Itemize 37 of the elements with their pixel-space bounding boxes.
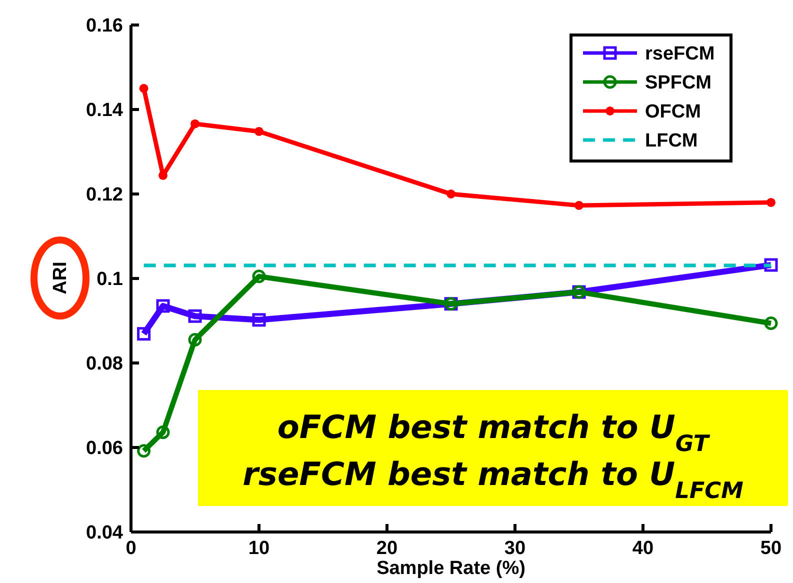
point	[764, 258, 778, 272]
legend-label: LFCM	[645, 130, 698, 152]
x-tick-label: 0	[126, 538, 136, 559]
annotation: rseFCM best match to U$_{LFCM}$	[242, 455, 744, 504]
legend-label: OFCM	[645, 102, 701, 123]
point	[188, 309, 202, 323]
point	[139, 84, 148, 93]
y-tick-label: 0.1	[96, 269, 124, 290]
y-tick-label: 0.12	[86, 184, 123, 206]
y-axis-title: ARI	[50, 262, 71, 294]
point	[254, 126, 264, 136]
point	[156, 299, 170, 313]
y-tick-label: 0.16	[86, 16, 123, 37]
annotation: oFCM best match to U$_{GT}$	[277, 408, 710, 457]
x-tick-label: 10	[248, 538, 270, 559]
x-tick-label: 50	[760, 538, 782, 559]
y-tick-label: 0.08	[86, 354, 123, 375]
legend-label: SPFCM	[645, 72, 712, 94]
point	[252, 270, 266, 284]
point	[764, 316, 778, 330]
y-tick-label: 0.04	[86, 522, 124, 544]
legend-label: rseFCM	[645, 44, 715, 65]
y-tick-label: 0.14	[86, 100, 124, 122]
x-tick-label: 40	[632, 538, 654, 559]
point	[188, 333, 202, 347]
x-tick-label: 30	[504, 538, 526, 559]
y-tick-label: 0.06	[86, 438, 123, 460]
point	[156, 426, 170, 440]
point	[446, 190, 456, 198]
x-axis-title: Sample Rate (%)	[376, 558, 526, 579]
point	[190, 119, 200, 128]
point	[574, 200, 584, 210]
point	[137, 327, 151, 341]
point	[252, 313, 266, 327]
point	[137, 444, 151, 458]
point	[766, 198, 776, 207]
x-tick-label: 20	[376, 538, 398, 559]
